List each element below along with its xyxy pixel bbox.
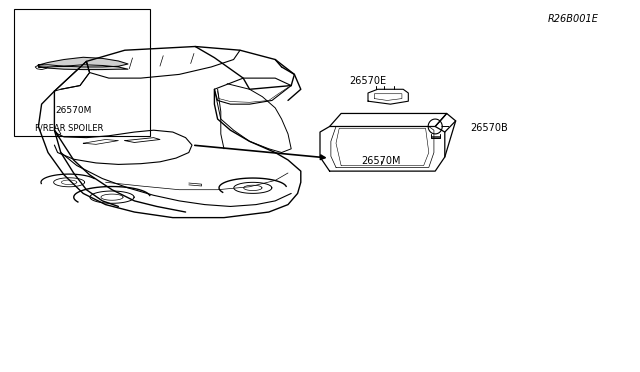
Polygon shape — [38, 57, 128, 70]
Bar — [14, 9, 150, 136]
Text: 26570M: 26570M — [361, 155, 401, 166]
Text: 26570E: 26570E — [349, 76, 387, 86]
Text: 26570M: 26570M — [56, 106, 92, 115]
Text: 26570B: 26570B — [470, 124, 508, 133]
Text: R26B001E: R26B001E — [548, 14, 598, 24]
Text: F/REAR SPOILER: F/REAR SPOILER — [35, 124, 104, 133]
